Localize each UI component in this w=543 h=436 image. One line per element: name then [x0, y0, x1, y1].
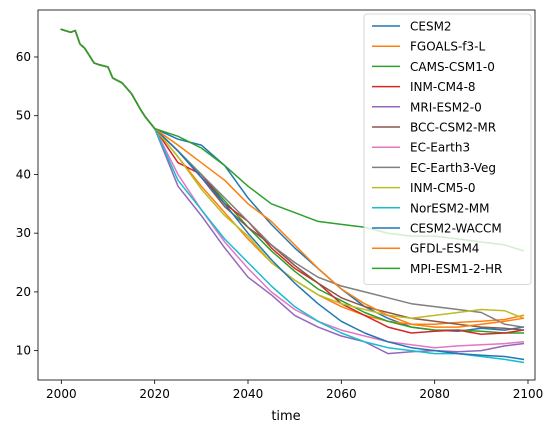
legend-label: INM-CM5-0: [410, 181, 476, 195]
y-tick-label: 40: [16, 167, 31, 181]
legend-label: GFDL-ESM4: [410, 242, 479, 256]
legend-label: CESM2: [410, 20, 452, 34]
legend-label: BCC-CSM2-MR: [410, 121, 496, 135]
x-tick-label: 2100: [513, 387, 543, 401]
x-tick-label: 2060: [326, 387, 357, 401]
legend-label: FGOALS-f3-L: [410, 40, 485, 54]
series-layer: [60, 28, 525, 364]
legend-label: MPI-ESM1-2-HR: [410, 262, 502, 276]
y-tick-label: 10: [16, 344, 31, 358]
y-tick-label: 60: [16, 50, 31, 64]
x-tick-label: 2000: [46, 387, 77, 401]
legend-label: EC-Earth3-Veg: [410, 161, 496, 175]
x-tick-label: 2080: [419, 387, 450, 401]
legend-box: [363, 13, 532, 286]
legend-label: CESM2-WACCM: [410, 222, 502, 236]
y-tick-label: 20: [16, 285, 31, 299]
legend-label: INM-CM4-8: [410, 80, 476, 94]
y-tick-label: 50: [16, 109, 31, 123]
x-tick-label: 2040: [233, 387, 264, 401]
axes-frame: [37, 9, 536, 381]
legend-label: MRI-ESM2-0: [410, 100, 482, 114]
x-tick-label: 2020: [139, 387, 170, 401]
legend-label: EC-Earth3: [410, 141, 470, 155]
axes-layer: 2000 2020 2040 2060 2080 2100 10 20 30 40 50 60: [16, 9, 543, 401]
legend-label: CAMS-CSM1-0: [410, 60, 495, 74]
x-axis-label: time: [271, 409, 300, 424]
legend-label: NorESM2-MM: [410, 201, 489, 215]
y-tick-label: 30: [16, 226, 31, 240]
legend: CESM2 FGOALS-f3-L CAMS-CSM1-0 INM-CM4-8 MRI-…: [363, 13, 532, 286]
